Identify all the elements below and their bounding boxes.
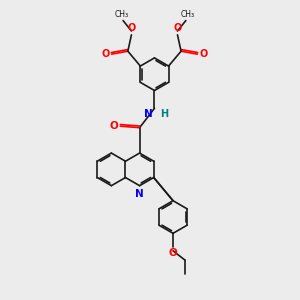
Text: CH₃: CH₃ [180,10,194,19]
Text: O: O [169,248,177,259]
Text: N: N [135,189,143,199]
Text: O: O [110,121,118,131]
Text: O: O [101,49,110,59]
Text: N: N [144,109,153,119]
Text: H: H [160,109,169,119]
Text: CH₃: CH₃ [115,10,129,19]
Text: O: O [200,49,208,59]
Text: O: O [127,23,136,33]
Text: O: O [173,23,181,33]
